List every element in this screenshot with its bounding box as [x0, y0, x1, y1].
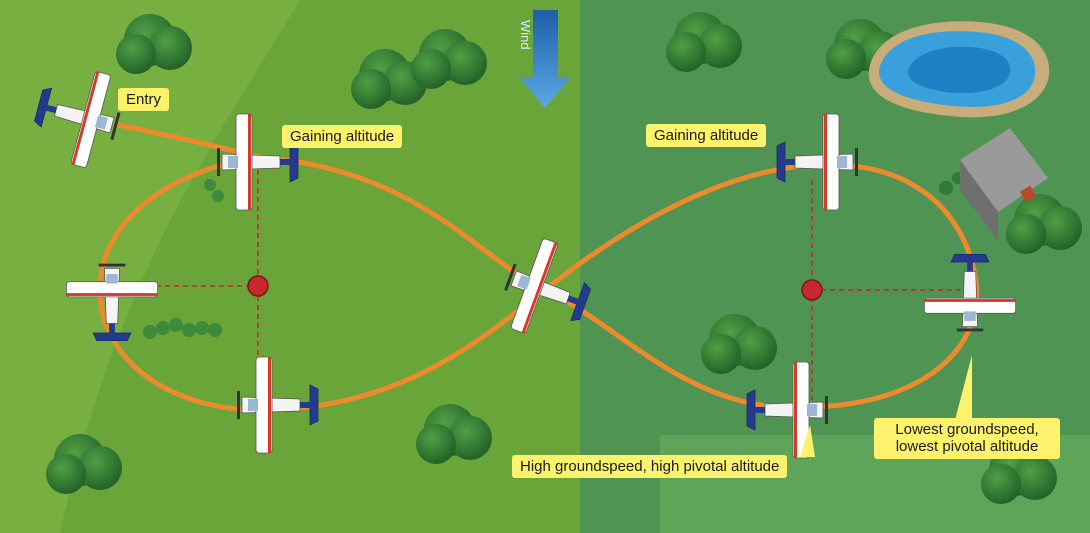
field-left-band: [0, 0, 300, 533]
pivot-point-icon: [801, 279, 823, 301]
flight-path: [97, 122, 980, 413]
pond-icon: [868, 21, 1050, 118]
shrubs-left: [143, 179, 224, 339]
house-icon: [960, 128, 1048, 240]
high-groundspeed-label: High groundspeed, high pivotal altitude: [512, 455, 788, 479]
lowest-groundspeed-label: Lowest groundspeed, lowest pivotal altit…: [874, 418, 1060, 459]
pivot-point-icon: [247, 275, 269, 297]
entry-label: Entry: [118, 88, 170, 112]
gaining-altitude-left-label: Gaining altitude: [282, 125, 403, 149]
gaining-altitude-right-label: Gaining altitude: [646, 124, 767, 148]
wind-arrow-icon: [520, 10, 570, 108]
